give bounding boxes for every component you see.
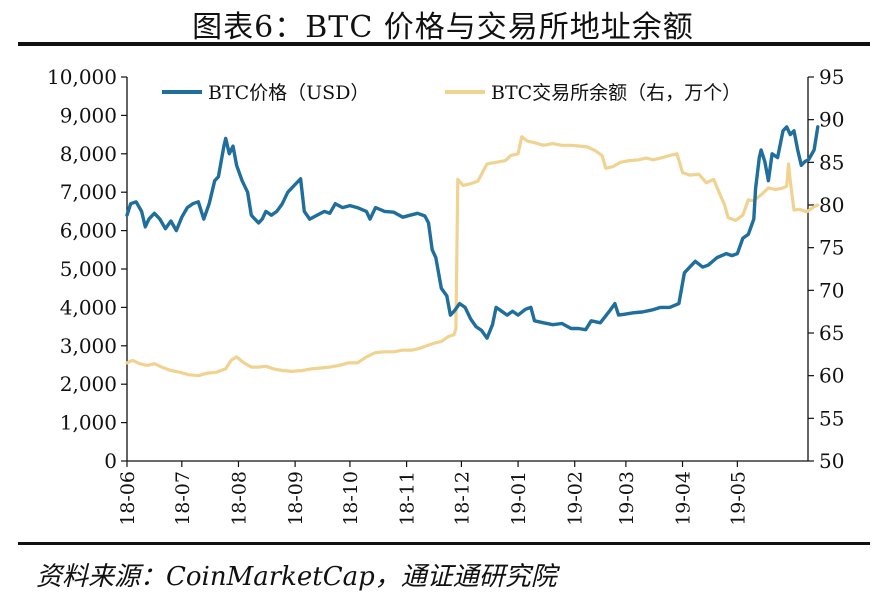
x-tick-label: 19-05 xyxy=(727,471,749,526)
y-right-tick-label: 80 xyxy=(819,193,844,217)
chart-axes: 0 1,000 2,000 3,000 4,000 5,000 6,000 7,000 8,00… xyxy=(47,65,844,526)
y-right-tick-label: 50 xyxy=(819,449,844,473)
x-tick-label: 18-08 xyxy=(228,471,250,526)
y-left-tick-label: 1,000 xyxy=(60,411,117,435)
y-left-tick-label: 10,000 xyxy=(47,65,117,89)
y-left-tick-label: 0 xyxy=(104,449,117,473)
y-left-tick-label: 8,000 xyxy=(60,142,117,166)
y-right-tick-label: 75 xyxy=(819,236,844,260)
x-tick-label: 18-11 xyxy=(397,471,419,526)
y-right-tick-label: 60 xyxy=(819,364,844,388)
x-tick-label: 19-04 xyxy=(673,471,695,526)
source-note: 资料来源：CoinMarketCap，通证通研究院 xyxy=(36,562,557,592)
y-left-tick-label: 4,000 xyxy=(60,295,117,319)
x-tick-label: 18-09 xyxy=(285,471,307,526)
y-left-tick-label: 5,000 xyxy=(60,257,117,281)
chart-series xyxy=(125,125,820,378)
x-tick-label: 18-10 xyxy=(340,471,362,526)
x-tick-label: 18-07 xyxy=(172,471,194,526)
y-right-tick-label: 65 xyxy=(819,321,844,345)
exchange-balance-line xyxy=(125,135,820,378)
y-right-tick-label: 95 xyxy=(819,65,844,89)
source-rule xyxy=(18,542,870,545)
legend-label: BTC交易所余额（右，万个） xyxy=(491,82,741,104)
btc-price-line xyxy=(125,125,820,340)
x-tick-label: 19-03 xyxy=(616,471,638,526)
x-tick-label: 19-01 xyxy=(508,471,530,526)
y-left-tick-label: 6,000 xyxy=(60,219,117,243)
y-right-tick-label: 85 xyxy=(819,150,844,174)
y-left-tick-label: 2,000 xyxy=(60,372,117,396)
y-right-tick-label: 55 xyxy=(819,406,844,430)
y-left-tick-label: 3,000 xyxy=(60,334,117,358)
y-left-tick-label: 9,000 xyxy=(60,103,117,127)
y-right-tick-label: 90 xyxy=(819,108,844,132)
y-right-tick-label: 70 xyxy=(819,278,844,302)
x-tick-label: 19-02 xyxy=(565,471,587,526)
chart-legend: BTC价格（USD） BTC交易所余额（右，万个） xyxy=(162,82,741,104)
title-rule xyxy=(18,42,870,46)
y-left-tick-label: 7,000 xyxy=(60,180,117,204)
x-tick-label: 18-12 xyxy=(451,471,473,526)
chart-title: 图表6：BTC 价格与交易所地址余额 xyxy=(192,10,694,45)
legend-label: BTC价格（USD） xyxy=(208,82,369,104)
x-tick-label: 18-06 xyxy=(117,471,139,526)
